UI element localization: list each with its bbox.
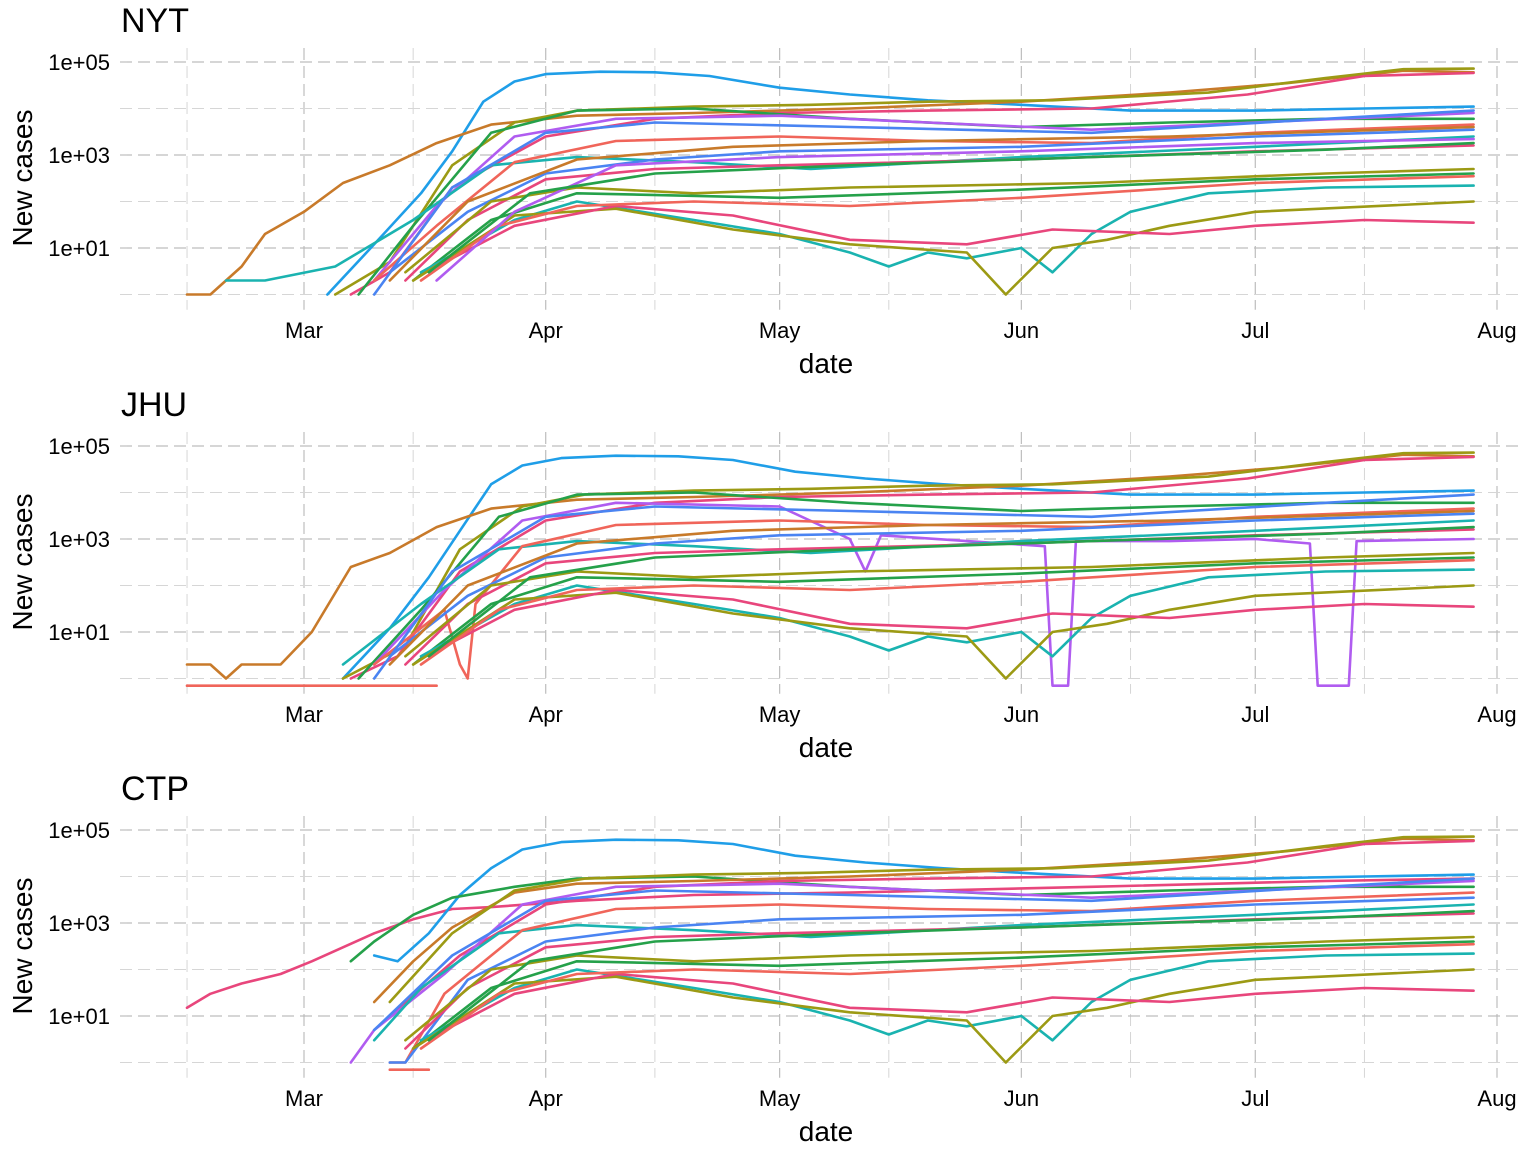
series-line bbox=[372, 493, 1475, 680]
series-line bbox=[372, 501, 1475, 688]
facet-panel-jhu: JHU 1e+01 1e+03 1e+05 Mar Apr May Jun Jul Aug date… bbox=[7, 386, 1520, 763]
series-line bbox=[388, 509, 1475, 666]
y-axis-title: New cases bbox=[7, 110, 38, 247]
series-line bbox=[427, 909, 1475, 1042]
x-axis-title: date bbox=[799, 732, 854, 763]
series-line bbox=[419, 942, 1475, 1050]
x-tick-label: Apr bbox=[529, 318, 563, 343]
series-line bbox=[224, 135, 1475, 282]
y-tick-label: 1e+03 bbox=[48, 143, 110, 168]
y-tick-label: 1e+05 bbox=[48, 818, 110, 843]
y-tick-label: 1e+01 bbox=[48, 236, 110, 261]
series-line bbox=[388, 896, 1475, 1064]
y-axis-title: New cases bbox=[7, 494, 38, 631]
series-line bbox=[372, 109, 1475, 296]
series-line bbox=[372, 838, 1475, 963]
series-line bbox=[388, 125, 1475, 282]
x-tick-label: Jun bbox=[1004, 318, 1039, 343]
series-line bbox=[411, 556, 1475, 666]
series-line bbox=[357, 107, 1475, 296]
series-line bbox=[427, 141, 1475, 274]
x-tick-label: Aug bbox=[1477, 318, 1516, 343]
series-line bbox=[411, 172, 1475, 282]
x-tick-label: Apr bbox=[529, 1086, 563, 1111]
series-line bbox=[419, 558, 1475, 666]
series-line bbox=[388, 839, 1475, 1018]
series-lines bbox=[185, 835, 1475, 1071]
panel-title: CTP bbox=[121, 770, 189, 808]
x-tick-label: Jun bbox=[1004, 702, 1039, 727]
series-line bbox=[388, 512, 1475, 658]
series-line bbox=[341, 454, 1475, 680]
x-tick-label: Jul bbox=[1241, 318, 1269, 343]
series-line bbox=[341, 519, 1475, 666]
series-line bbox=[419, 568, 1475, 658]
series-line bbox=[372, 903, 1475, 1042]
facet-panel-ctp: CTP 1e+01 1e+03 1e+05 Mar Apr May Jun Jul Aug date… bbox=[7, 770, 1520, 1147]
y-tick-label: 1e+05 bbox=[48, 434, 110, 459]
x-tick-label: Mar bbox=[285, 1086, 323, 1111]
y-tick-label: 1e+05 bbox=[48, 50, 110, 75]
series-line bbox=[185, 877, 1475, 1010]
series-line bbox=[372, 877, 1475, 1032]
series-line bbox=[427, 525, 1475, 658]
x-tick-label: Aug bbox=[1477, 1086, 1516, 1111]
x-axis-title: date bbox=[799, 348, 854, 379]
series-line bbox=[341, 451, 1475, 680]
series-line bbox=[435, 588, 1475, 652]
series-line bbox=[435, 972, 1475, 1036]
series-line bbox=[185, 453, 1475, 680]
series-line bbox=[333, 67, 1475, 296]
y-tick-label: 1e+01 bbox=[48, 1004, 110, 1029]
series-line bbox=[435, 204, 1475, 268]
x-tick-label: Jul bbox=[1241, 702, 1269, 727]
facet-panel-nyt: NYT 1e+01 1e+03 1e+05 Mar Apr May Jun Jul Aug date… bbox=[7, 2, 1520, 379]
series-line bbox=[435, 137, 1475, 282]
series-line bbox=[185, 69, 1475, 296]
series-line bbox=[419, 184, 1475, 274]
series-lines bbox=[185, 67, 1475, 296]
x-tick-label: May bbox=[759, 1086, 801, 1111]
grid-lines bbox=[120, 48, 1520, 310]
x-tick-label: May bbox=[759, 702, 801, 727]
x-axis-title: date bbox=[799, 1116, 854, 1147]
x-tick-label: Mar bbox=[285, 318, 323, 343]
y-tick-label: 1e+01 bbox=[48, 620, 110, 645]
series-line bbox=[419, 174, 1475, 282]
series-line bbox=[411, 940, 1475, 1050]
x-tick-label: Aug bbox=[1477, 702, 1516, 727]
x-tick-label: May bbox=[759, 318, 801, 343]
y-tick-label: 1e+03 bbox=[48, 911, 110, 936]
series-lines bbox=[185, 451, 1475, 688]
series-line bbox=[388, 128, 1475, 274]
x-tick-label: Jul bbox=[1241, 1086, 1269, 1111]
panel-title: JHU bbox=[121, 386, 187, 424]
series-line bbox=[404, 167, 1475, 274]
series-line bbox=[357, 491, 1475, 680]
y-axis-title: New cases bbox=[7, 878, 38, 1015]
series-line bbox=[404, 935, 1475, 1042]
x-tick-label: Jun bbox=[1004, 1086, 1039, 1111]
series-line bbox=[404, 551, 1475, 658]
series-line bbox=[388, 835, 1475, 1004]
x-tick-label: Mar bbox=[285, 702, 323, 727]
y-tick-label: 1e+03 bbox=[48, 527, 110, 552]
series-line bbox=[326, 70, 1475, 296]
panel-title: NYT bbox=[121, 2, 189, 40]
series-line bbox=[419, 952, 1475, 1042]
x-tick-label: Apr bbox=[529, 702, 563, 727]
